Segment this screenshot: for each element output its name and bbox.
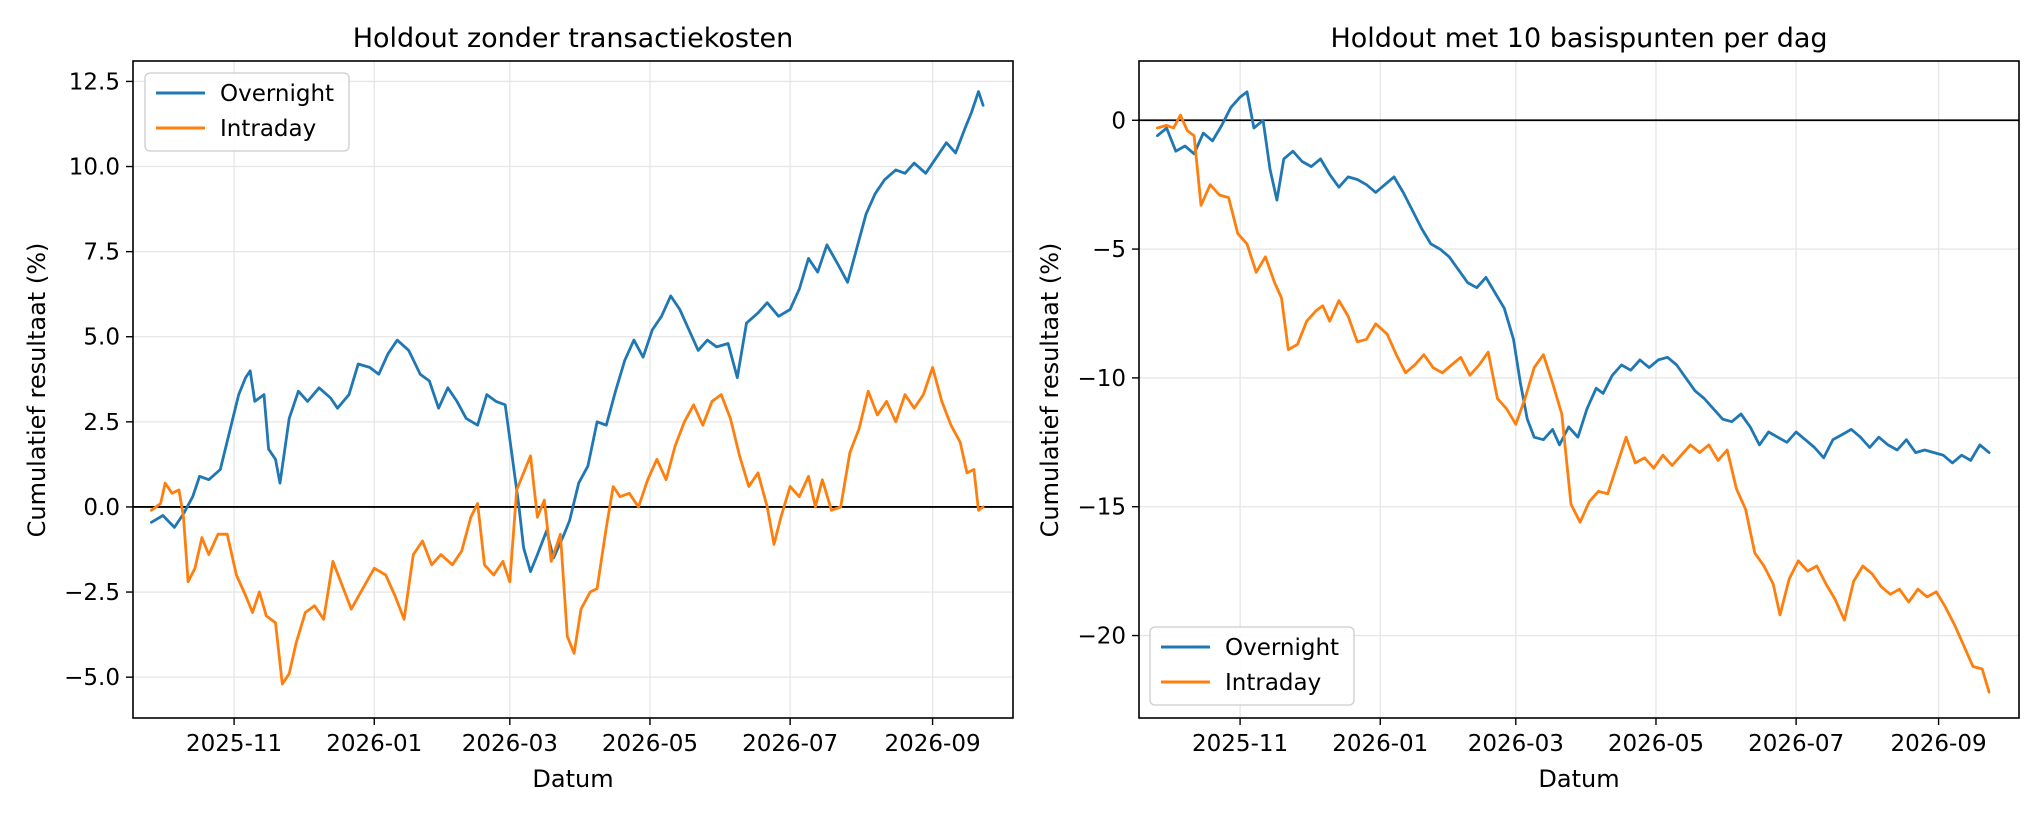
y-ticks: −5.0 −2.5 0.0 2.5 5.0 7.5 10.0 12.5	[64, 69, 133, 691]
x-tick-label: 2026-01	[326, 731, 422, 757]
x-tick-label: 2026-05	[1608, 731, 1704, 757]
y-tick-label: −5	[1092, 237, 1126, 263]
x-tick-label: 2026-03	[462, 731, 558, 757]
x-tick-label: 2025-11	[1192, 731, 1288, 757]
legend: Overnight Intraday	[144, 72, 350, 152]
y-tick-label: −20	[1077, 624, 1126, 650]
x-tick-label: 2026-07	[742, 731, 838, 757]
x-tick-label: 2026-09	[885, 731, 981, 757]
plot-frame	[132, 60, 1014, 719]
x-tick-label: 2026-07	[1748, 731, 1844, 757]
x-tick-label: 2026-03	[1468, 731, 1564, 757]
legend: Overnight Intraday	[1149, 626, 1355, 706]
y-tick-label: 12.5	[69, 69, 120, 95]
x-axis-label: Datum	[532, 765, 613, 793]
y-tick-label: 5.0	[83, 325, 120, 351]
y-axis-label: Cumulatief resultaat (%)	[1036, 243, 1064, 538]
x-tick-label: 2025-11	[186, 731, 282, 757]
legend-label-overnight: Overnight	[1225, 635, 1339, 661]
x-ticks: 2025-11 2026-01 2026-03 2026-05 2026-07 2026-…	[186, 718, 981, 757]
grid	[133, 61, 1013, 718]
x-ticks: 2025-11 2026-01 2026-03 2026-05 2026-07 2026-…	[1192, 718, 1987, 757]
y-tick-label: 0.0	[83, 495, 120, 521]
x-tick-label: 2026-09	[1891, 731, 1987, 757]
legend-label-overnight: Overnight	[220, 81, 334, 107]
legend-label-intraday: Intraday	[1225, 670, 1321, 696]
y-ticks: −20 −15 −10 −5 0	[1077, 108, 1139, 650]
series-lines	[150, 90, 985, 686]
y-tick-label: 10.0	[69, 155, 120, 181]
y-tick-label: −10	[1077, 366, 1126, 392]
series-line-intraday	[150, 366, 985, 686]
y-axis-label: Cumulatief resultaat (%)	[23, 243, 51, 538]
chart-right: Holdout met 10 basispunten per dag 2025-…	[1036, 23, 2020, 793]
y-tick-label: 7.5	[83, 240, 120, 266]
x-tick-label: 2026-05	[602, 731, 698, 757]
chart-title: Holdout zonder transactiekosten	[353, 23, 794, 54]
chart-title: Holdout met 10 basispunten per dag	[1330, 23, 1827, 54]
x-tick-label: 2026-01	[1332, 731, 1428, 757]
y-tick-label: 0	[1111, 108, 1126, 134]
series-lines	[1156, 90, 1991, 694]
y-tick-label: −5.0	[64, 665, 120, 691]
x-axis-label: Datum	[1538, 765, 1619, 793]
series-line-intraday	[1156, 113, 1991, 694]
plot-frame	[1138, 60, 2020, 719]
y-tick-label: −2.5	[64, 580, 120, 606]
y-tick-label: −15	[1077, 495, 1126, 521]
y-tick-label: 2.5	[83, 410, 120, 436]
legend-label-intraday: Intraday	[220, 116, 316, 142]
chart-left: Holdout zonder transactiekosten 2025-11 2…	[23, 23, 1014, 793]
